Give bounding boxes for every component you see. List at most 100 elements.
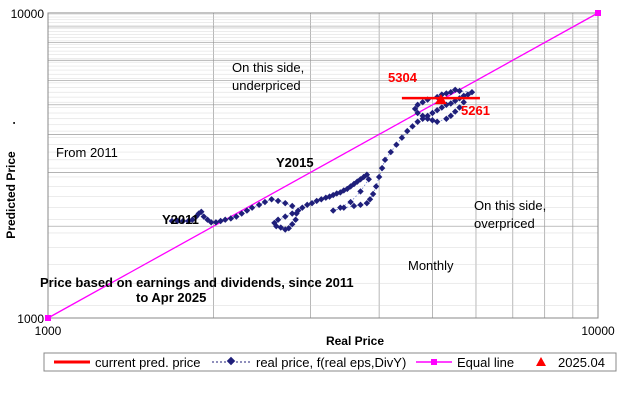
- real-price-point: [299, 204, 306, 211]
- real-price-point: [419, 98, 426, 106]
- real-price-point: [369, 190, 377, 198]
- real-price-point: [179, 217, 187, 225]
- real-price-point: [438, 104, 446, 111]
- real-price-point: [357, 201, 364, 209]
- annotation-underpriced-line2: underpriced: [232, 78, 301, 93]
- x-axis-label: Real Price: [326, 334, 384, 348]
- annotation-overpriced-line1: On this side,: [474, 198, 546, 213]
- real-price-point: [268, 196, 275, 203]
- real-price-point: [456, 104, 463, 111]
- real-price-point: [273, 222, 280, 230]
- real-price-point: [274, 216, 282, 223]
- 2025-marker-series: [434, 94, 447, 105]
- equal-line: [47, 12, 599, 319]
- annotation-underpriced-line1: On this side,: [232, 60, 304, 75]
- real-price-point: [189, 216, 196, 223]
- real-price-point: [378, 164, 386, 172]
- real-price-point: [393, 141, 400, 148]
- real-price-point: [282, 226, 289, 233]
- annotation-y2011: Y2011: [162, 212, 199, 227]
- real-price-point: [460, 98, 467, 106]
- real-price-point: [357, 188, 364, 195]
- real-price-point: [200, 213, 208, 220]
- annotation-value-5261: 5261: [461, 103, 490, 118]
- legend-label-equal-line: Equal line: [457, 355, 514, 370]
- real-price-point: [411, 105, 419, 113]
- real-price-point: [447, 100, 455, 107]
- real-price-point: [289, 221, 296, 228]
- legend-label-real-price: real price, f(real eps,DivY): [256, 355, 406, 370]
- real-price-point: [398, 134, 406, 141]
- real-price-point: [363, 199, 371, 207]
- real-price-point: [365, 176, 372, 183]
- real-price-point: [429, 109, 436, 117]
- legend: current pred. price real price, f(real e…: [43, 352, 617, 372]
- real-price-point: [233, 213, 240, 220]
- real-price-point: [419, 112, 426, 120]
- legend-box: [43, 352, 617, 372]
- real-price-point: [243, 207, 251, 214]
- real-price-point: [222, 216, 229, 223]
- equal-line-series: [45, 10, 601, 321]
- real-price-point: [350, 202, 358, 210]
- real-price-point: [414, 118, 421, 125]
- real-price-point: [433, 118, 441, 125]
- legend-key-2025-marker: [536, 357, 546, 366]
- real-price-series: [168, 86, 476, 233]
- real-price-point: [329, 207, 337, 214]
- grid-lines: [48, 13, 598, 318]
- real-price-point: [451, 108, 459, 115]
- real-price-point: [337, 204, 344, 211]
- real-price-point: [404, 127, 411, 135]
- real-price-point: [304, 201, 311, 209]
- real-price-point: [372, 183, 380, 190]
- real-price-point: [238, 210, 245, 217]
- real-price-point: [168, 217, 176, 225]
- real-price-point: [277, 224, 284, 231]
- real-price-point: [451, 86, 459, 94]
- real-price-point: [375, 173, 383, 181]
- real-price-point: [340, 204, 348, 211]
- real-price-point: [271, 219, 278, 227]
- legend-label-2025: 2025.04: [558, 355, 605, 370]
- real-price-point: [285, 224, 292, 232]
- real-price-point: [282, 199, 289, 207]
- real-price-point: [274, 197, 282, 205]
- real-price-point: [289, 202, 296, 210]
- real-price-point: [433, 107, 441, 114]
- real-price-point: [414, 101, 421, 109]
- plot-frame: [47, 12, 599, 319]
- real-price-point: [464, 91, 472, 98]
- annotation-y2015: Y2015: [276, 155, 314, 170]
- real-price-point: [292, 216, 299, 223]
- real-price-point: [294, 207, 302, 214]
- annotation-value-5304: 5304: [388, 70, 418, 85]
- y-tick-label-bottom: 1000: [17, 312, 44, 326]
- real-price-point: [313, 197, 320, 205]
- real-price-point: [363, 171, 371, 178]
- y-axis-label: Predicted Price: [4, 151, 18, 239]
- real-price-point: [248, 204, 256, 211]
- real-price-point: [207, 219, 215, 226]
- real-price-path: [171, 89, 474, 230]
- real-price-point: [447, 88, 455, 96]
- real-price-point: [217, 217, 224, 225]
- x-tick-label-left: 1000: [35, 324, 62, 338]
- real-price-point: [366, 196, 374, 203]
- legend-key-equal-line-marker: [431, 359, 437, 365]
- real-price-point: [212, 219, 220, 226]
- real-price-point: [414, 109, 421, 117]
- real-price-point: [387, 148, 394, 156]
- legend-key-real-price-marker: [226, 356, 236, 366]
- annotation-overpriced-line2: overpriced: [474, 216, 535, 231]
- annotation-description-line2: to Apr 2025: [136, 290, 206, 305]
- real-price-point: [468, 88, 476, 96]
- real-price-point: [261, 198, 269, 206]
- annotation-description-line1: Price based on earnings and dividends, s…: [40, 275, 354, 290]
- real-price-point: [447, 112, 455, 120]
- real-price-point: [308, 199, 316, 207]
- marker-2025: [434, 94, 447, 105]
- real-price-point: [174, 217, 181, 225]
- real-price-point: [227, 215, 235, 222]
- real-price-point: [198, 208, 205, 215]
